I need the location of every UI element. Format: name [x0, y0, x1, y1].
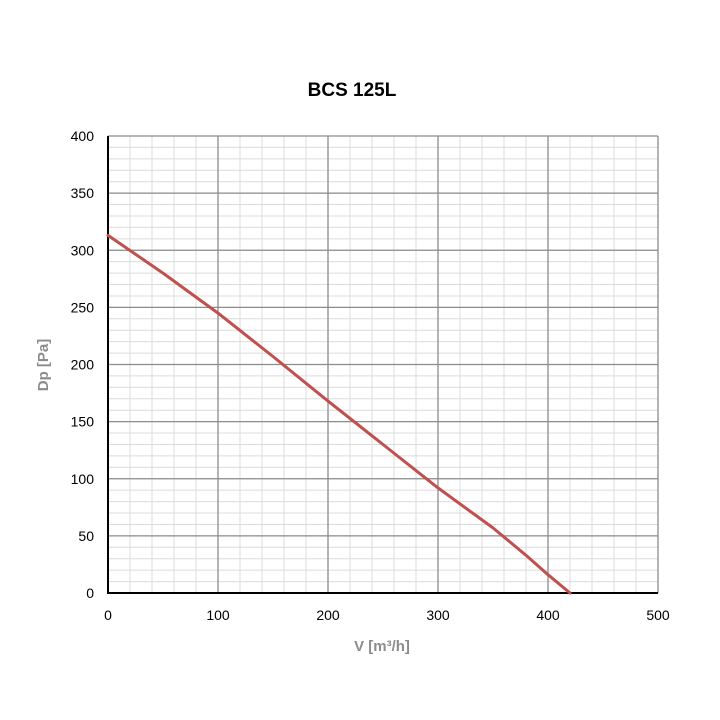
x-tick-label: 100	[206, 607, 230, 623]
y-tick-label: 50	[78, 528, 94, 544]
y-tick-label: 200	[71, 357, 95, 373]
y-tick-labels: 0 50 100 150 200 250 300 350 400	[71, 128, 95, 601]
axes	[107, 136, 658, 594]
y-tick-label: 400	[71, 128, 95, 144]
y-tick-label: 350	[71, 185, 95, 201]
x-tick-label: 200	[316, 607, 340, 623]
y-tick-label: 100	[71, 471, 95, 487]
series-line	[106, 233, 572, 595]
y-tick-label: 300	[71, 242, 95, 258]
x-tick-label: 500	[646, 607, 670, 623]
x-axis-label: V [m³/h]	[354, 638, 410, 655]
y-tick-label: 150	[71, 414, 95, 430]
series-group	[106, 233, 572, 595]
major-grid	[107, 135, 659, 594]
x-tick-label: 300	[426, 607, 450, 623]
x-tick-label: 0	[104, 607, 112, 623]
y-axis-label: Dp [Pa]	[35, 339, 52, 392]
chart-title: BCS 125L	[308, 80, 397, 101]
x-tick-labels: 0 100 200 300 400 500	[104, 607, 670, 623]
x-tick-label: 400	[536, 607, 560, 623]
y-tick-label: 0	[86, 585, 94, 601]
y-tick-label: 250	[71, 299, 95, 315]
